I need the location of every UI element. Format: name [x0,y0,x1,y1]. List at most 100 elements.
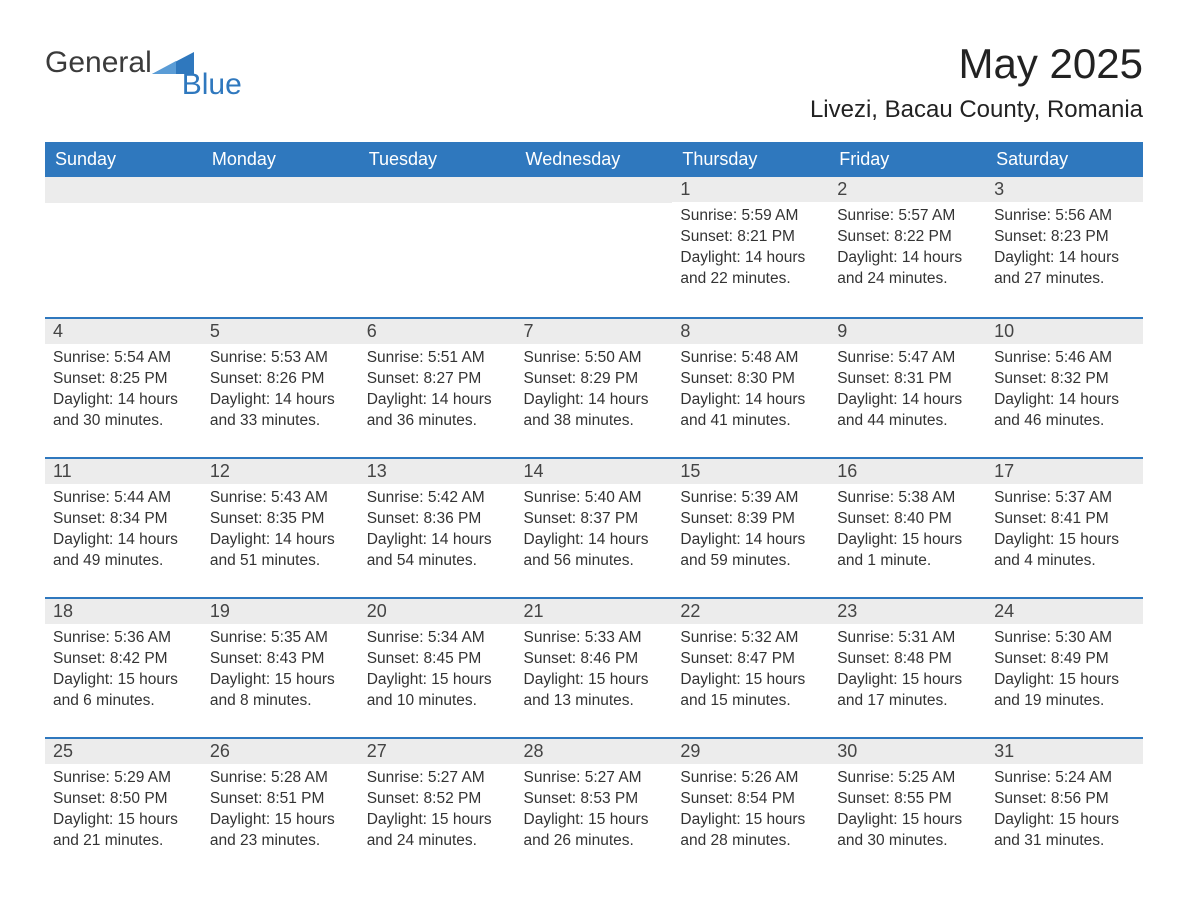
sunset-line: Sunset: 8:31 PM [837,369,978,390]
day-number: 30 [829,737,986,764]
sunset-line: Sunset: 8:54 PM [680,789,821,810]
day-details: Sunrise: 5:42 AMSunset: 8:36 PMDaylight:… [359,484,516,578]
day-number: 10 [986,317,1143,344]
day-details: Sunrise: 5:48 AMSunset: 8:30 PMDaylight:… [672,344,829,438]
calendar-day-cell: 6Sunrise: 5:51 AMSunset: 8:27 PMDaylight… [359,317,516,457]
day-details: Sunrise: 5:36 AMSunset: 8:42 PMDaylight:… [45,624,202,718]
daylight-line: Daylight: 15 hours and 6 minutes. [53,670,194,712]
weekday-header: Friday [829,142,986,177]
day-details: Sunrise: 5:33 AMSunset: 8:46 PMDaylight:… [516,624,673,718]
sunrise-line: Sunrise: 5:48 AM [680,348,821,369]
sunset-line: Sunset: 8:55 PM [837,789,978,810]
daylight-line: Daylight: 14 hours and 30 minutes. [53,390,194,432]
day-number: 25 [45,737,202,764]
calendar-empty-cell [45,177,202,317]
calendar-day-cell: 4Sunrise: 5:54 AMSunset: 8:25 PMDaylight… [45,317,202,457]
day-number: 14 [516,457,673,484]
sunrise-line: Sunrise: 5:46 AM [994,348,1135,369]
daylight-line: Daylight: 14 hours and 27 minutes. [994,248,1135,290]
calendar-day-cell: 19Sunrise: 5:35 AMSunset: 8:43 PMDayligh… [202,597,359,737]
weekday-header: Sunday [45,142,202,177]
calendar-row: 4Sunrise: 5:54 AMSunset: 8:25 PMDaylight… [45,317,1143,457]
day-details: Sunrise: 5:27 AMSunset: 8:53 PMDaylight:… [516,764,673,858]
calendar-empty-cell [359,177,516,317]
sunrise-line: Sunrise: 5:57 AM [837,206,978,227]
day-details: Sunrise: 5:47 AMSunset: 8:31 PMDaylight:… [829,344,986,438]
day-number: 15 [672,457,829,484]
calendar-day-cell: 13Sunrise: 5:42 AMSunset: 8:36 PMDayligh… [359,457,516,597]
sunset-line: Sunset: 8:51 PM [210,789,351,810]
sunrise-line: Sunrise: 5:39 AM [680,488,821,509]
sunrise-line: Sunrise: 5:40 AM [524,488,665,509]
sunrise-line: Sunrise: 5:26 AM [680,768,821,789]
weekday-header: Saturday [986,142,1143,177]
calendar-day-cell: 28Sunrise: 5:27 AMSunset: 8:53 PMDayligh… [516,737,673,877]
sunrise-line: Sunrise: 5:53 AM [210,348,351,369]
weekday-header: Wednesday [516,142,673,177]
sunrise-line: Sunrise: 5:38 AM [837,488,978,509]
day-details: Sunrise: 5:34 AMSunset: 8:45 PMDaylight:… [359,624,516,718]
empty-daynum-bar [359,177,516,203]
sunset-line: Sunset: 8:49 PM [994,649,1135,670]
daylight-line: Daylight: 15 hours and 31 minutes. [994,810,1135,852]
sunrise-line: Sunrise: 5:35 AM [210,628,351,649]
weekday-header: Tuesday [359,142,516,177]
daylight-line: Daylight: 14 hours and 51 minutes. [210,530,351,572]
sunrise-line: Sunrise: 5:25 AM [837,768,978,789]
sunset-line: Sunset: 8:26 PM [210,369,351,390]
calendar-empty-cell [516,177,673,317]
sunset-line: Sunset: 8:53 PM [524,789,665,810]
calendar-day-cell: 20Sunrise: 5:34 AMSunset: 8:45 PMDayligh… [359,597,516,737]
location: Livezi, Bacau County, Romania [810,96,1143,124]
sunrise-line: Sunrise: 5:59 AM [680,206,821,227]
daylight-line: Daylight: 14 hours and 54 minutes. [367,530,508,572]
calendar-day-cell: 8Sunrise: 5:48 AMSunset: 8:30 PMDaylight… [672,317,829,457]
sunset-line: Sunset: 8:21 PM [680,227,821,248]
empty-daynum-bar [516,177,673,203]
day-number: 8 [672,317,829,344]
day-number: 16 [829,457,986,484]
day-number: 23 [829,597,986,624]
day-details: Sunrise: 5:51 AMSunset: 8:27 PMDaylight:… [359,344,516,438]
logo: General Blue [45,48,258,78]
daylight-line: Daylight: 14 hours and 44 minutes. [837,390,978,432]
sunrise-line: Sunrise: 5:33 AM [524,628,665,649]
daylight-line: Daylight: 14 hours and 46 minutes. [994,390,1135,432]
logo-word-2: Blue [182,70,242,100]
sunrise-line: Sunrise: 5:27 AM [524,768,665,789]
sunset-line: Sunset: 8:22 PM [837,227,978,248]
sunset-line: Sunset: 8:45 PM [367,649,508,670]
sunset-line: Sunset: 8:42 PM [53,649,194,670]
sunrise-line: Sunrise: 5:50 AM [524,348,665,369]
day-number: 7 [516,317,673,344]
calendar-day-cell: 10Sunrise: 5:46 AMSunset: 8:32 PMDayligh… [986,317,1143,457]
calendar-empty-cell [202,177,359,317]
sunrise-line: Sunrise: 5:54 AM [53,348,194,369]
calendar-table: SundayMondayTuesdayWednesdayThursdayFrid… [45,142,1143,877]
sunrise-line: Sunrise: 5:37 AM [994,488,1135,509]
daylight-line: Daylight: 14 hours and 33 minutes. [210,390,351,432]
daylight-line: Daylight: 15 hours and 26 minutes. [524,810,665,852]
sunset-line: Sunset: 8:29 PM [524,369,665,390]
sunrise-line: Sunrise: 5:27 AM [367,768,508,789]
title-block: May 2025 Livezi, Bacau County, Romania [810,40,1143,124]
sunset-line: Sunset: 8:46 PM [524,649,665,670]
calendar-day-cell: 30Sunrise: 5:25 AMSunset: 8:55 PMDayligh… [829,737,986,877]
sunset-line: Sunset: 8:47 PM [680,649,821,670]
daylight-line: Daylight: 14 hours and 38 minutes. [524,390,665,432]
daylight-line: Daylight: 15 hours and 23 minutes. [210,810,351,852]
sunrise-line: Sunrise: 5:29 AM [53,768,194,789]
day-number: 1 [672,177,829,202]
sunset-line: Sunset: 8:27 PM [367,369,508,390]
day-number: 5 [202,317,359,344]
logo-word-1: General [45,48,152,78]
sunset-line: Sunset: 8:34 PM [53,509,194,530]
sunrise-line: Sunrise: 5:43 AM [210,488,351,509]
sunrise-line: Sunrise: 5:24 AM [994,768,1135,789]
daylight-line: Daylight: 14 hours and 22 minutes. [680,248,821,290]
sunset-line: Sunset: 8:39 PM [680,509,821,530]
sunrise-line: Sunrise: 5:30 AM [994,628,1135,649]
day-number: 28 [516,737,673,764]
day-number: 4 [45,317,202,344]
sunrise-line: Sunrise: 5:31 AM [837,628,978,649]
